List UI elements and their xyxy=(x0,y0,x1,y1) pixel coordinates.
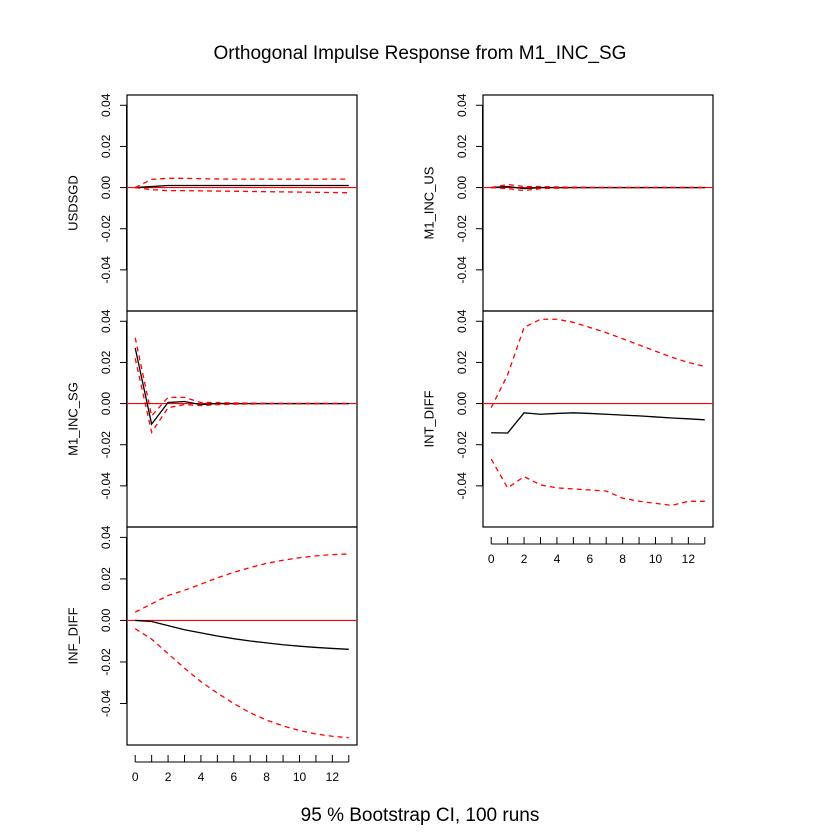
series-response-line xyxy=(491,412,705,434)
y-tick-label: 0.04 xyxy=(99,309,113,333)
x-tick-label: 0 xyxy=(488,552,495,566)
y-tick-label: 0.00 xyxy=(99,176,113,200)
y-axis-label: M1_INC_SG xyxy=(65,382,80,456)
panel-right-middle: 0.04 0.02 0.00 -0.02 -0.04 INT_DIFF 0 2 4 6 8 10 12 xyxy=(421,309,714,566)
y-tick-label: -0.04 xyxy=(455,256,469,284)
x-tick-label: 2 xyxy=(521,552,528,566)
plot-frame xyxy=(126,526,358,746)
plot-frame xyxy=(482,94,714,312)
y-axis-label: USDSGD xyxy=(65,175,80,231)
x-tick-label: 8 xyxy=(263,770,270,784)
series-upper-line xyxy=(491,183,705,189)
series-lower-line xyxy=(490,458,705,507)
series-lower-line xyxy=(135,186,349,194)
y-tick-label: 0.04 xyxy=(455,93,469,117)
series-lower-line xyxy=(134,628,349,739)
y-axis-label: INT_DIFF xyxy=(421,390,436,447)
series-response-line xyxy=(135,184,349,189)
y-tick-label: 0.02 xyxy=(99,567,113,591)
y-tick-label: 0.04 xyxy=(99,93,113,117)
x-tick-label: 4 xyxy=(554,552,561,566)
y-tick-label: 0.02 xyxy=(455,134,469,158)
series-response-line xyxy=(491,185,705,190)
y-tick-label: 0.02 xyxy=(99,350,113,374)
y-tick-label: 0.02 xyxy=(99,134,113,158)
panel-right-top: 0.04 0.02 0.00 -0.02 -0.04 M1_INC_US xyxy=(421,93,714,312)
x-tick-label: 8 xyxy=(619,552,626,566)
y-axis-label: M1_INC_US xyxy=(421,166,436,239)
y-tick-label: 0.00 xyxy=(455,176,469,200)
series-response-line xyxy=(134,347,349,426)
x-tick-label: 2 xyxy=(165,770,172,784)
panels-group: 0.04 0.02 0.00 -0.02 -0.04 USDSGD 0.04 0.02 0.00… xyxy=(65,93,714,784)
x-tick-label: 6 xyxy=(230,770,237,784)
y-tick-label: 0.00 xyxy=(99,608,113,632)
y-tick-label: -0.02 xyxy=(99,648,113,676)
panel-left-middle: 0.04 0.02 0.00 -0.02 -0.04 M1_INC_SG xyxy=(65,309,358,528)
y-tick-label: -0.02 xyxy=(99,431,113,459)
x-tick-label: 12 xyxy=(682,552,696,566)
y-tick-label: 0.00 xyxy=(99,392,113,416)
series-response-line xyxy=(135,619,349,650)
y-axis-label: INF_DIFF xyxy=(65,607,80,664)
panel-left-bottom: 0.04 0.02 0.00 -0.02 -0.04 INF_DIFF 0 2 4 6 8 10 12 xyxy=(65,525,358,784)
plot-frame xyxy=(126,94,358,312)
y-tick-label: -0.02 xyxy=(455,431,469,459)
y-tick-label: -0.04 xyxy=(99,689,113,717)
x-tick-label: 10 xyxy=(293,770,307,784)
figure-footer: 95 % Bootstrap CI, 100 runs xyxy=(301,805,540,826)
panel-left-top: 0.04 0.02 0.00 -0.02 -0.04 USDSGD xyxy=(65,93,358,312)
x-tick-label: 4 xyxy=(198,770,205,784)
x-tick-label: 12 xyxy=(326,770,340,784)
series-upper-line xyxy=(490,318,705,408)
series-upper-line xyxy=(134,553,349,613)
y-tick-label: 0.00 xyxy=(455,392,469,416)
series-upper-line xyxy=(134,177,349,189)
series-lower-line xyxy=(134,358,349,434)
y-tick-label: 0.02 xyxy=(455,350,469,374)
y-tick-label: -0.04 xyxy=(99,472,113,500)
y-tick-label: 0.04 xyxy=(99,525,113,549)
x-tick-label: 6 xyxy=(586,552,593,566)
y-tick-label: 0.04 xyxy=(455,309,469,333)
y-tick-label: -0.02 xyxy=(99,215,113,243)
y-tick-label: -0.04 xyxy=(99,256,113,284)
y-tick-label: -0.02 xyxy=(455,215,469,243)
x-tick-label: 10 xyxy=(649,552,663,566)
y-tick-label: -0.04 xyxy=(455,472,469,500)
figure-title: Orthogonal Impulse Response from M1_INC_… xyxy=(214,43,627,64)
plot-frame xyxy=(126,310,358,528)
plot-frame xyxy=(482,310,714,528)
x-tick-label: 0 xyxy=(132,770,139,784)
